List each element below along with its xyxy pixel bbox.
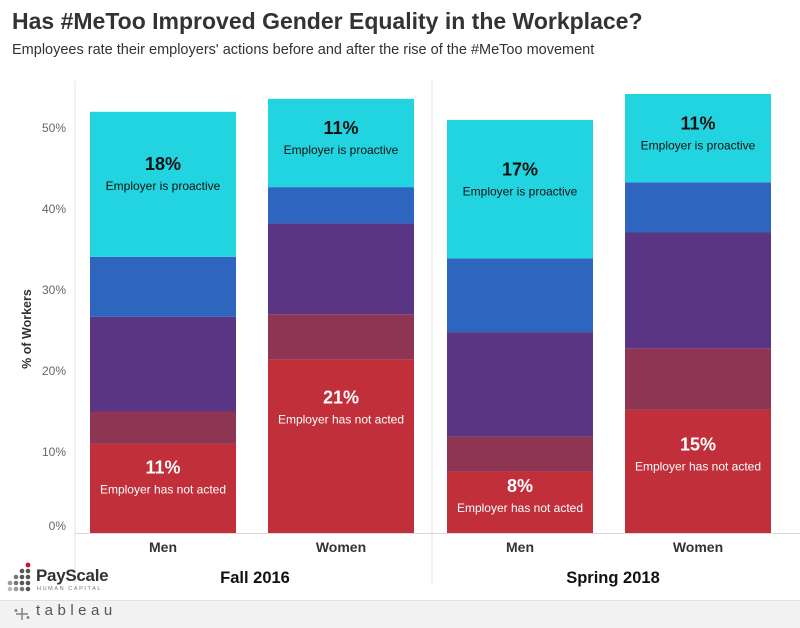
bar-value-label: 15% <box>680 435 716 455</box>
bar-segment <box>625 348 771 410</box>
payscale-logo: PayScale HUMAN CAPITAL <box>6 560 126 594</box>
bar-segment <box>447 332 593 437</box>
x-group-label: Fall 2016 <box>220 569 290 587</box>
bar-segment <box>447 436 593 472</box>
bar-segment <box>625 93 771 183</box>
bar-segment <box>268 223 414 315</box>
stacked-bar-chart: 0% 10% 20% 30% 40% 50% % of Workers 11% Employer… <box>20 81 800 587</box>
bar-value-label: 11% <box>680 113 715 133</box>
bar-segment <box>268 359 414 533</box>
bar-segment <box>90 256 236 317</box>
bar-series-label: Employer is proactive <box>106 179 221 193</box>
x-tick-label: Women <box>673 539 723 555</box>
bar-segment <box>90 111 236 257</box>
y-tick-label: 20% <box>42 364 66 378</box>
bar-segment <box>447 119 593 259</box>
bar-value-label: 11% <box>323 118 358 138</box>
x-tick-label: Women <box>316 539 366 555</box>
bar-segment <box>625 409 771 533</box>
bar-segment <box>447 471 593 533</box>
payscale-dots-icon <box>7 562 31 592</box>
y-tick-label: 40% <box>42 202 66 216</box>
bar-segment <box>268 98 414 188</box>
bar-series-label: Employer has not acted <box>635 460 761 474</box>
y-axis-label: % of Workers <box>20 289 34 369</box>
bar-value-label: 18% <box>145 154 181 174</box>
tableau-logo-icon[interactable] <box>12 606 32 622</box>
x-group-label: Spring 2018 <box>566 569 660 587</box>
y-tick-label: 50% <box>42 121 66 135</box>
payscale-logo-tagline: HUMAN CAPITAL <box>37 586 103 592</box>
bar-segment <box>625 182 771 233</box>
tableau-wordmark[interactable]: tableau <box>36 602 117 619</box>
bar-series-label: Employer is proactive <box>641 138 756 152</box>
bar-series-label: Employer has not acted <box>100 482 226 496</box>
x-tick-label: Men <box>506 539 534 555</box>
y-tick-label: 10% <box>42 445 66 459</box>
bar-value-label: 11% <box>145 457 180 477</box>
bar-segment <box>268 314 414 360</box>
bar-value-label: 8% <box>507 476 533 496</box>
y-tick-label: 30% <box>42 283 66 297</box>
y-tick-label: 0% <box>49 519 67 533</box>
tableau-footer <box>0 600 800 628</box>
bar-series-label: Employer is proactive <box>463 184 578 198</box>
x-tick-label: Men <box>149 539 177 555</box>
payscale-logo-name: PayScale <box>36 566 109 585</box>
bar-series-label: Employer has not acted <box>457 501 583 515</box>
bar-value-label: 17% <box>502 159 538 179</box>
bar-segment <box>90 411 236 444</box>
bar-segment <box>90 316 236 412</box>
chart-subtitle: Employees rate their employers' actions … <box>12 42 595 58</box>
bar-segment <box>625 232 771 349</box>
chart-title: Has #MeToo Improved Gender Equality in t… <box>12 8 643 34</box>
bar-segment <box>447 258 593 333</box>
bar-segment <box>268 187 414 224</box>
bar-series-label: Employer has not acted <box>278 413 404 427</box>
bar-value-label: 21% <box>323 388 359 408</box>
bar-segment <box>90 443 236 533</box>
bar-series-label: Employer is proactive <box>284 143 399 157</box>
